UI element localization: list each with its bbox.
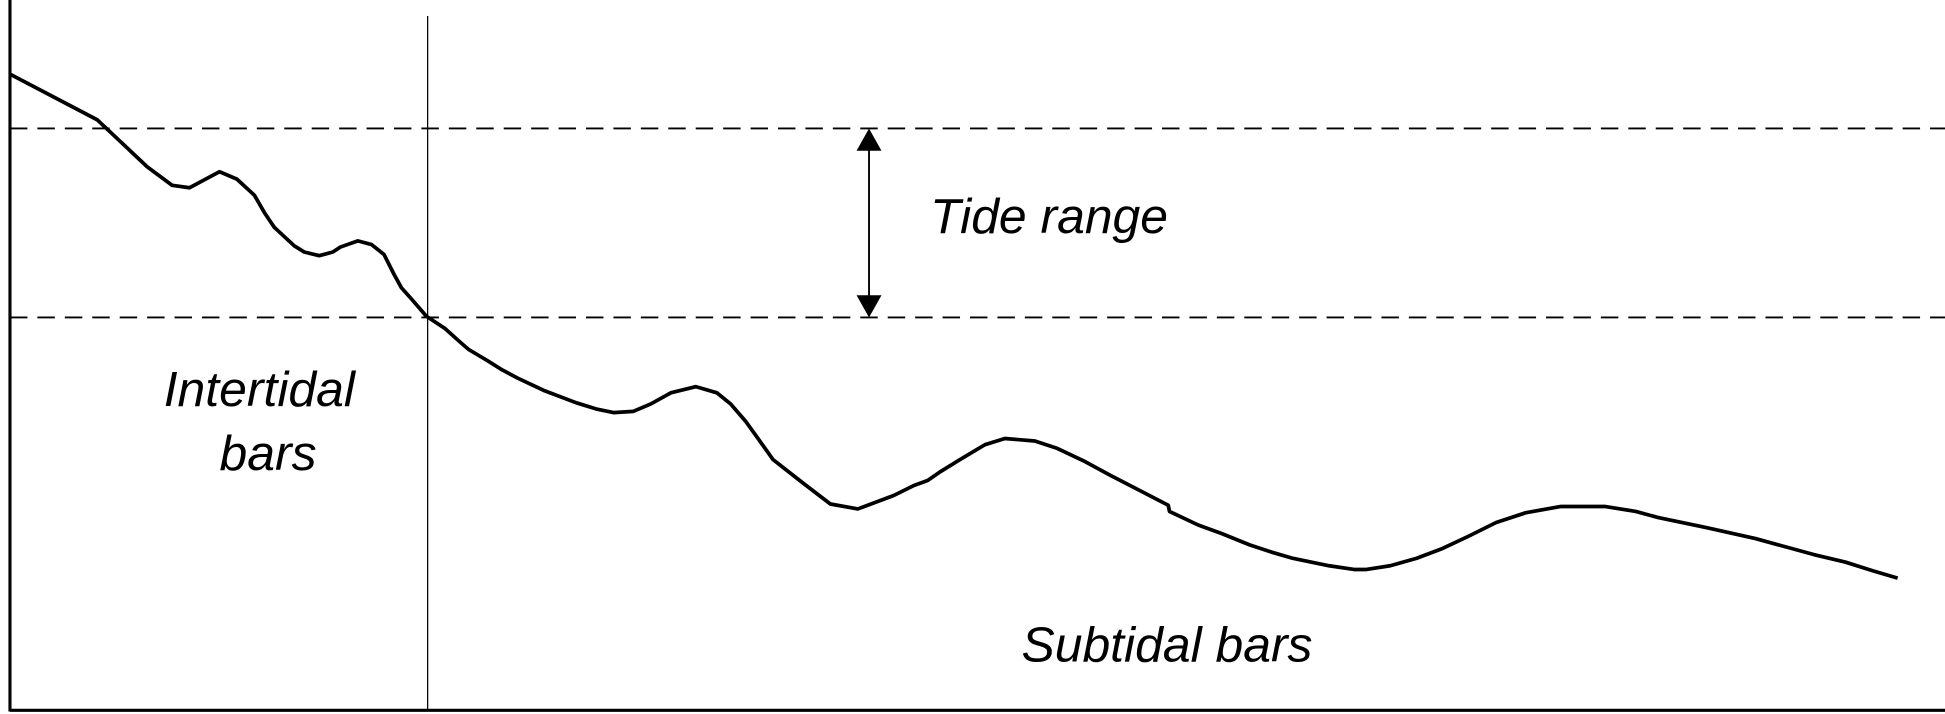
intertidal-label: bars xyxy=(220,425,317,481)
subtidal-label: Subtidal bars xyxy=(1021,617,1312,673)
beach-profile xyxy=(9,72,1899,580)
tide-arrow-head-up xyxy=(856,128,882,151)
tide-range-label: Tide range xyxy=(930,188,1168,244)
tide-arrow-head-down xyxy=(856,295,882,318)
intertidal-label: Intertidal xyxy=(164,361,357,417)
